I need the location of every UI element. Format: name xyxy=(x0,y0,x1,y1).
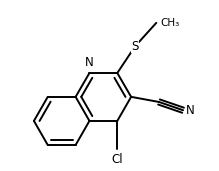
Text: N: N xyxy=(186,104,194,117)
Text: Cl: Cl xyxy=(111,153,123,166)
Text: S: S xyxy=(131,40,139,53)
Text: N: N xyxy=(85,56,94,69)
Text: CH₃: CH₃ xyxy=(160,18,180,28)
